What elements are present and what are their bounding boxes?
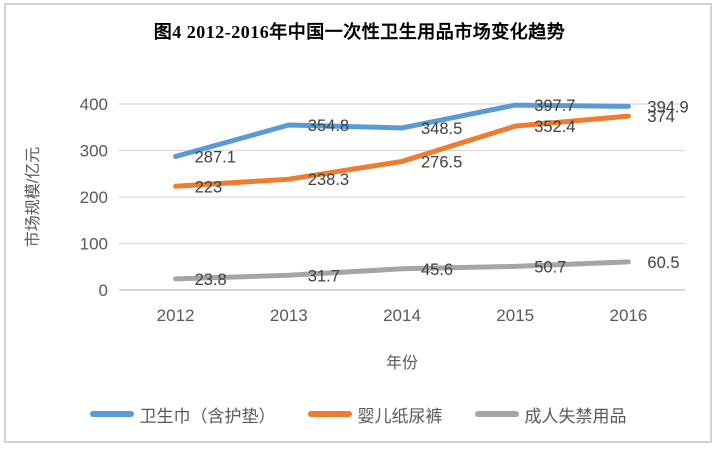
legend-item-adult-incontinence: 成人失禁用品 [474,402,627,427]
chart-legend: 卫生巾（含护垫） 婴儿纸尿裤 成人失禁用品 [4,399,712,429]
y-axis-tick-label: 0 [99,281,108,300]
series-line-baby-diaper [173,113,631,189]
data-point-label-baby-diaper: 276.5 [421,153,462,171]
data-point-label-adult-incontinence: 31.7 [308,267,340,285]
x-axis-title: 年份 [386,354,418,372]
legend-label: 婴儿纸尿裤 [357,406,443,426]
data-point-label-adult-incontinence: 60.5 [647,254,679,272]
legend-label: 成人失禁用品 [524,406,627,426]
data-point-label-baby-diaper: 374 [647,108,675,126]
y-axis-title: 市场规模/亿元 [24,147,42,247]
series-line-adult-incontinence [173,259,631,282]
x-axis-tick-label: 2012 [157,306,195,325]
data-point-label-adult-incontinence: 23.8 [195,271,227,289]
legend-swatch-sanitary-napkin [89,411,134,417]
plot-area: 0 100 200 300 400 2012 2013 2014 2015 2016 287.1 35… [24,95,689,372]
data-point-label-adult-incontinence: 45.6 [421,261,453,279]
legend-item-baby-diaper: 婴儿纸尿裤 [307,402,443,427]
y-axis-tick-label: 400 [80,95,108,114]
x-axis-tick-label: 2014 [383,306,421,325]
legend-label: 卫生巾（含护垫） [139,406,276,426]
data-point-label-sanitary-napkin: 287.1 [195,148,236,166]
x-axis-tick-label: 2016 [609,306,647,325]
data-point-label-baby-diaper: 223 [195,178,223,196]
chart-frame [4,3,712,443]
data-point-label-sanitary-napkin: 348.5 [421,120,462,138]
data-point-label-sanitary-napkin: 354.8 [308,117,349,135]
series-line-sanitary-napkin [173,102,631,159]
chart-title: 图4 2012-2016年中国一次性卫生用品市场变化趋势 [153,22,566,42]
data-point-label-baby-diaper: 352.4 [534,118,575,136]
y-axis-tick-label: 100 [80,235,108,254]
data-point-label-baby-diaper: 238.3 [308,171,349,189]
legend-swatch-baby-diaper [307,411,352,417]
data-point-label-sanitary-napkin: 397.7 [534,97,575,115]
y-axis-tick-label: 300 [80,142,108,161]
legend-item-sanitary-napkin: 卫生巾（含护垫） [89,402,276,427]
x-axis-tick-label: 2013 [270,306,308,325]
data-point-label-adult-incontinence: 50.7 [534,258,566,276]
x-axis-tick-label: 2015 [496,306,534,325]
y-axis-tick-label: 200 [80,188,108,207]
data-point-label-sanitary-napkin: 394.9 [647,98,688,116]
legend-swatch-adult-incontinence [474,411,519,417]
